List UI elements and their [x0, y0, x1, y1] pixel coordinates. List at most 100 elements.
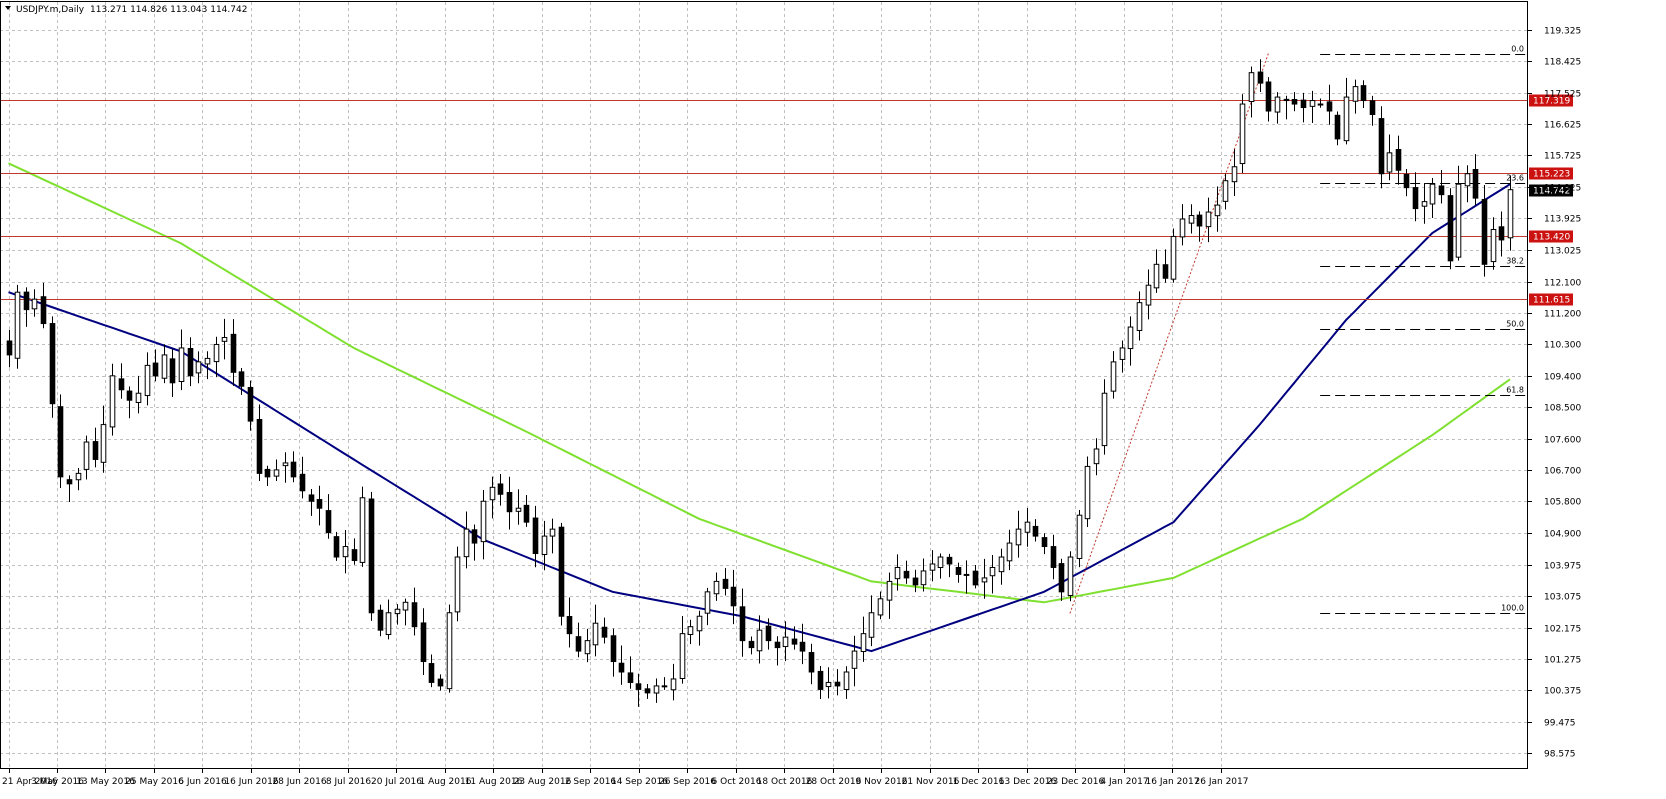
x-tick-label: 18 Oct 2016	[757, 777, 813, 787]
y-tick-label: 102.175	[1544, 625, 1581, 635]
candle-body	[1412, 187, 1419, 210]
candle-body	[981, 577, 988, 583]
current-price-tag	[1529, 184, 1573, 197]
candle-body	[385, 612, 392, 636]
candle-body	[782, 636, 789, 648]
candle-body	[1360, 85, 1367, 102]
candle-body	[515, 507, 522, 512]
candle-body	[1032, 525, 1039, 537]
candle-body	[1188, 215, 1195, 224]
candle-body	[635, 683, 642, 690]
fibonacci-level-label: 38.2	[1506, 257, 1524, 266]
candle-body	[1179, 218, 1186, 238]
candle-body	[886, 580, 893, 601]
candles	[6, 59, 1514, 707]
candle-body	[963, 573, 970, 576]
x-tick-label: 26 Jan 2017	[1195, 777, 1249, 787]
candle-body	[912, 577, 919, 586]
candle-body	[204, 357, 211, 365]
candle-body	[670, 678, 677, 691]
y-tick-label: 101.275	[1544, 656, 1581, 666]
candle-body	[1015, 528, 1022, 546]
candle-body	[368, 498, 375, 614]
x-tick-label: 1 Dec 2016	[953, 777, 1005, 787]
candle-body	[946, 556, 953, 565]
candle-body	[92, 441, 99, 460]
y-tick-label: 115.725	[1544, 152, 1581, 162]
fibonacci-level-label: 100.0	[1501, 604, 1524, 613]
candle-body	[1438, 185, 1445, 196]
candle-body	[57, 406, 64, 478]
candle-body	[1334, 114, 1341, 140]
candle-body	[75, 472, 82, 481]
candle-body	[592, 622, 599, 646]
candle-body	[446, 612, 453, 690]
candle-body	[1162, 264, 1169, 279]
candle-body	[618, 662, 625, 673]
symbol-label: USDJPY.m,Daily	[16, 5, 85, 15]
axes: 119.325 118.425 117.525 116.625 115.725 114.8…	[0, 1, 1581, 787]
level-price-tag-label: 115.223	[1533, 170, 1570, 180]
candle-body	[730, 586, 737, 607]
x-tick-label: 6 Oct 2016	[712, 777, 762, 787]
candle-body	[929, 563, 936, 571]
candle-body	[644, 688, 651, 694]
candle-body	[118, 378, 125, 391]
candle-body	[817, 670, 824, 690]
y-tick-label: 103.975	[1544, 562, 1581, 572]
chart-header: USDJPY.m,Daily 113.271 114.826 113.043 1…	[5, 5, 247, 15]
candle-body	[1076, 514, 1083, 559]
candle-body	[704, 591, 711, 614]
candle-body	[1274, 96, 1281, 113]
candle-body	[739, 606, 746, 642]
candle-body	[14, 291, 21, 359]
candle-body	[359, 497, 366, 563]
y-tick-label: 119.325	[1544, 27, 1581, 37]
candle-body	[851, 650, 858, 669]
candle-body	[290, 461, 297, 478]
candle-body	[722, 578, 729, 589]
candle-body	[480, 500, 487, 543]
candle-body	[1507, 189, 1514, 239]
candle-body	[1006, 542, 1013, 562]
candle-body	[23, 291, 30, 311]
candle-body	[1196, 214, 1203, 227]
candle-body	[1231, 166, 1238, 183]
candle-body	[765, 625, 772, 642]
grid	[0, 2, 1528, 769]
level-price-tag-label: 113.420	[1533, 233, 1570, 243]
y-tick-label: 105.800	[1544, 498, 1581, 508]
y-tick-label: 104.900	[1544, 530, 1581, 540]
x-tick-label: 16 Jun 2016	[224, 777, 278, 787]
candle-body	[748, 640, 755, 649]
x-tick-label: 20 Jul 2016	[371, 777, 422, 787]
horizontal-levels: 117.319 115.223 113.420 111.615 114.742	[0, 94, 1573, 306]
candle-body	[1343, 96, 1350, 142]
candle-body	[187, 347, 194, 377]
x-tick-label: 6 Jun 2016	[178, 777, 227, 787]
candle-body	[868, 612, 875, 638]
x-tick-label: 3 May 2016	[31, 777, 84, 787]
candle-body	[825, 681, 832, 688]
fibonacci-level-label: 61.8	[1506, 386, 1524, 395]
fibonacci-trend-line	[1069, 53, 1269, 614]
candle-body	[49, 323, 56, 405]
dropdown-triangle-icon[interactable]	[5, 6, 11, 10]
candle-body	[532, 517, 539, 555]
x-tick-label: 21 Nov 2016	[902, 777, 960, 787]
ohlc-values: 113.271 114.826 113.043 114.742	[90, 5, 247, 15]
candle-body	[843, 671, 850, 691]
candle-body	[273, 469, 280, 477]
candle-body	[1239, 103, 1246, 165]
candle-body	[1067, 556, 1074, 596]
level-price-tag	[1529, 293, 1573, 306]
candle-body	[497, 483, 504, 495]
candle-body	[308, 494, 315, 502]
candle-body	[601, 626, 608, 638]
candle-body	[6, 340, 13, 356]
candle-body	[1447, 195, 1454, 262]
candle-body	[989, 566, 996, 577]
fibonacci-level-label: 23.6	[1506, 174, 1524, 183]
candle-body	[541, 535, 548, 555]
